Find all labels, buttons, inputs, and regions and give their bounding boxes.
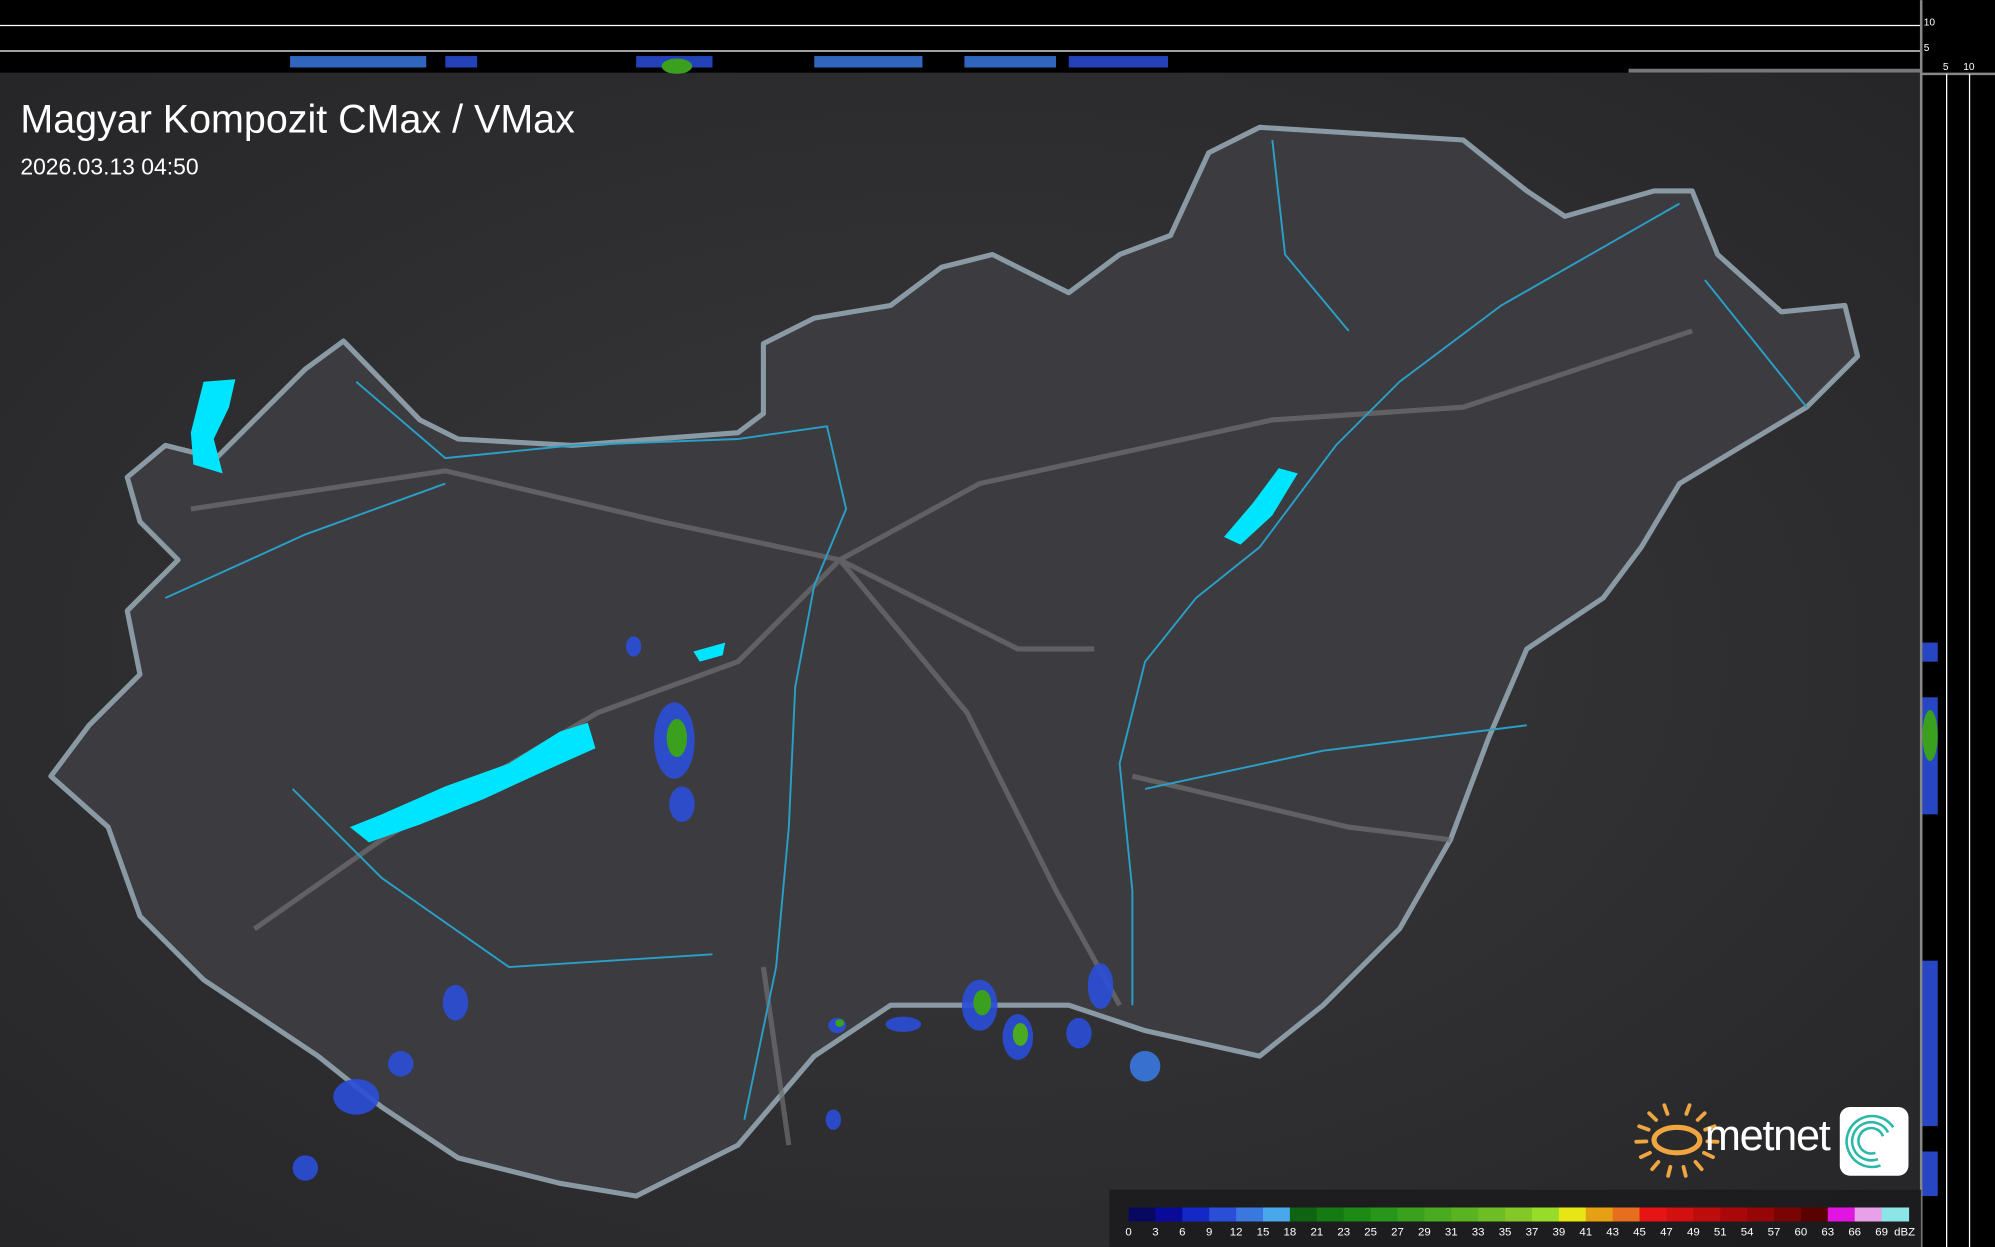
legend-label: 54	[1741, 1226, 1754, 1238]
legend-swatch	[1693, 1207, 1721, 1222]
legend-label: 49	[1687, 1226, 1700, 1238]
legend-label: 31	[1445, 1226, 1458, 1238]
legend-label: 51	[1714, 1226, 1727, 1238]
legend-label: 6	[1179, 1226, 1185, 1238]
legend-swatch	[1236, 1207, 1264, 1222]
legend-swatch	[1451, 1207, 1479, 1222]
top-axis-label: 5	[1924, 43, 1930, 54]
lake-ferto	[190, 379, 236, 474]
legend-swatch	[1774, 1207, 1802, 1222]
legend-swatch	[1666, 1207, 1694, 1222]
legend-unit: dBZ	[1894, 1226, 1915, 1238]
legend-label: 41	[1579, 1226, 1592, 1238]
sun-icon	[1634, 1103, 1720, 1178]
legend-swatch	[1505, 1207, 1533, 1222]
legend-swatch	[1128, 1207, 1157, 1222]
side-profile-echoes	[1922, 642, 1938, 1197]
top-profile-echoes	[290, 56, 1168, 74]
legend-swatch	[1478, 1207, 1506, 1222]
legend-swatch	[1800, 1207, 1829, 1222]
legend-swatch	[1612, 1207, 1641, 1222]
legend-label: 45	[1633, 1226, 1646, 1238]
legend-label: 47	[1660, 1226, 1673, 1238]
legend-label: 66	[1848, 1226, 1861, 1238]
map-timestamp: 2026.03.13 04:50	[20, 153, 198, 179]
legend-label: 15	[1257, 1226, 1270, 1238]
legend-swatch	[1424, 1207, 1452, 1222]
legend-label: 29	[1418, 1226, 1431, 1238]
legend-label: 39	[1552, 1226, 1565, 1238]
roads	[190, 328, 1693, 1146]
legend-swatch	[1881, 1207, 1910, 1222]
radar-echoes	[292, 636, 1161, 1181]
legend-label: 25	[1364, 1226, 1377, 1238]
legend-label: 0	[1125, 1226, 1131, 1238]
legend-label: 35	[1499, 1226, 1512, 1238]
lake-balaton	[349, 722, 596, 843]
legend-swatch	[1854, 1207, 1883, 1222]
legend-swatch	[1343, 1207, 1372, 1222]
legend-label: 23	[1337, 1226, 1350, 1238]
legend-label: 27	[1391, 1226, 1404, 1238]
legend-swatch	[1720, 1207, 1748, 1222]
legend-label: 33	[1472, 1226, 1485, 1238]
rivers	[165, 139, 1808, 1120]
legend-swatch	[1209, 1207, 1237, 1222]
legend-label: 37	[1526, 1226, 1539, 1238]
lakes	[190, 379, 1298, 843]
top-axis-label: 10	[1924, 18, 1936, 29]
legend-label: 63	[1821, 1226, 1834, 1238]
legend-swatch	[1316, 1207, 1345, 1222]
legend-swatch	[1639, 1207, 1668, 1222]
legend-label: 12	[1230, 1226, 1243, 1238]
legend-swatch	[1155, 1207, 1183, 1222]
legend-swatch	[1531, 1207, 1560, 1222]
legend-swatch	[1747, 1207, 1775, 1222]
metnet-logo: metnet	[1634, 1103, 1909, 1178]
legend-swatch	[1289, 1207, 1318, 1222]
legend-label: 60	[1795, 1226, 1808, 1238]
legend-label: 9	[1206, 1226, 1212, 1238]
side-axis-label: 10	[1963, 62, 1975, 73]
legend-label: 3	[1152, 1226, 1158, 1238]
side-axis-label: 5	[1943, 62, 1949, 73]
legend-label: 43	[1606, 1226, 1619, 1238]
legend-label: 57	[1768, 1226, 1781, 1238]
legend-label: 21	[1310, 1226, 1323, 1238]
legend-swatch	[1263, 1207, 1291, 1222]
legend-swatch	[1397, 1207, 1426, 1222]
legend-swatch	[1182, 1207, 1210, 1222]
legend-swatch	[1370, 1207, 1399, 1222]
map-title: Magyar Kompozit CMax / VMax	[20, 97, 575, 141]
legend-swatch	[1558, 1207, 1587, 1222]
logo-text: metnet	[1705, 1112, 1831, 1160]
legend-swatch	[1585, 1207, 1614, 1222]
swirl-icon	[1845, 1114, 1895, 1169]
lake-tisza	[1223, 468, 1298, 545]
legend-label: 18	[1284, 1226, 1297, 1238]
legend-swatch	[1827, 1207, 1856, 1222]
legend-label: 69	[1875, 1226, 1888, 1238]
